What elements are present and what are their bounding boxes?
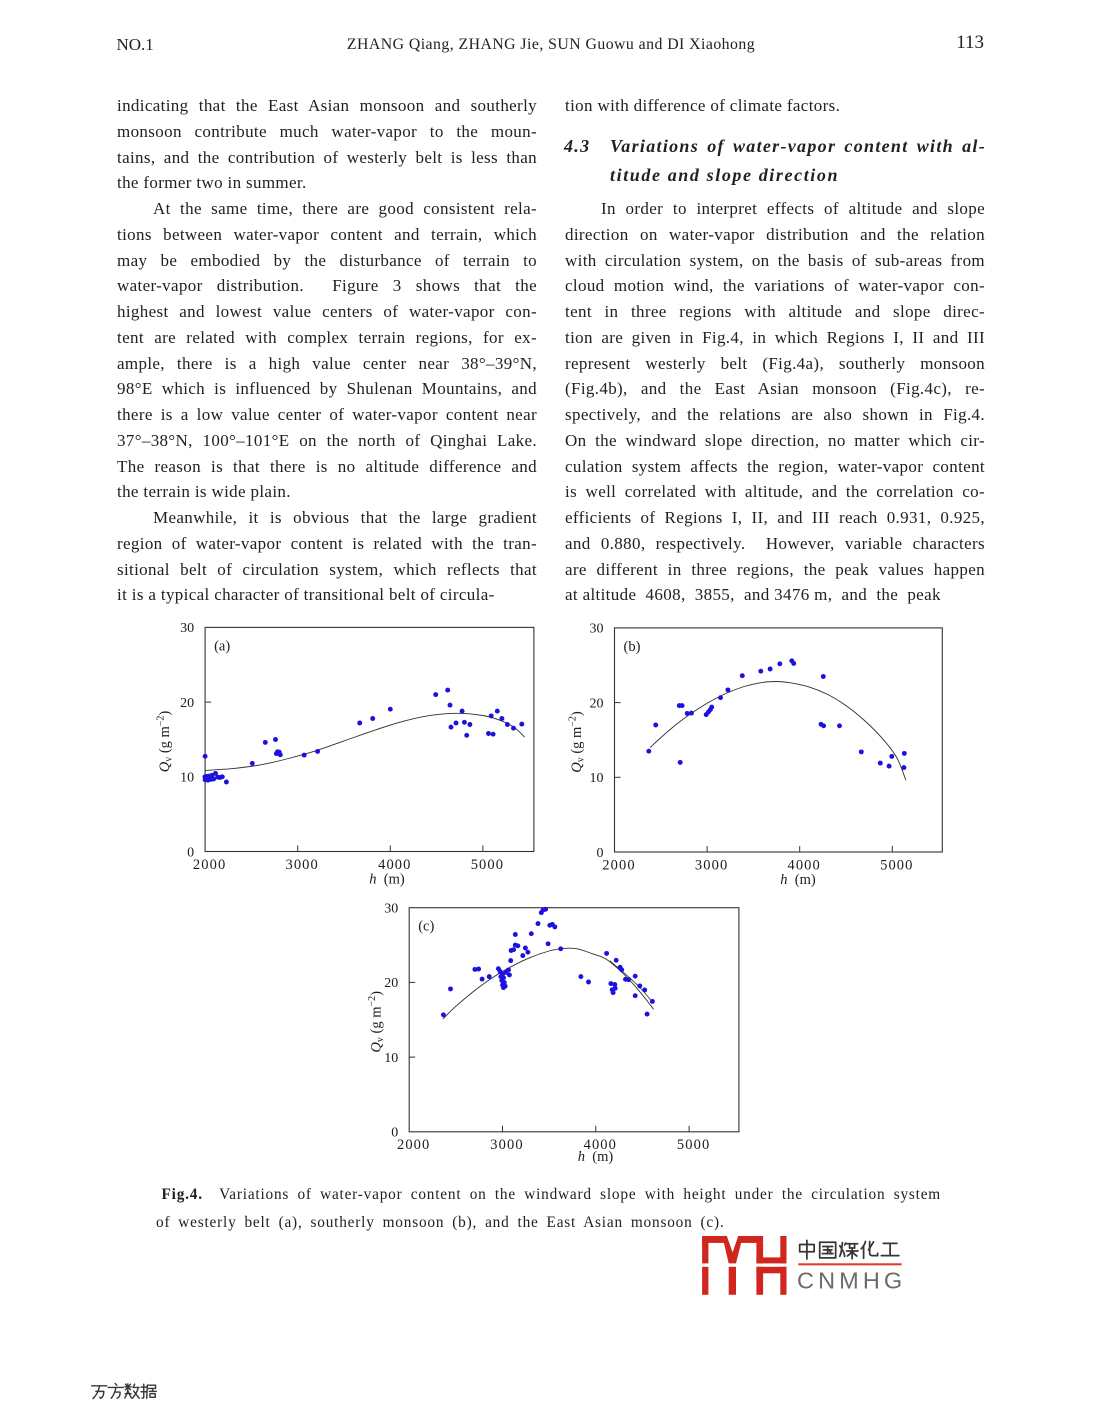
svg-text:20: 20 (180, 696, 194, 711)
svg-text:4000: 4000 (378, 857, 411, 873)
svg-text:h (m): h (m) (369, 872, 405, 888)
svg-text:20: 20 (384, 976, 398, 991)
svg-text:h (m): h (m) (780, 872, 816, 888)
svg-text:0: 0 (597, 846, 604, 861)
svg-text:2000: 2000 (602, 857, 635, 873)
svg-text:Qv (g m−2): Qv (g m−2) (156, 711, 175, 773)
svg-text:2000: 2000 (193, 857, 226, 873)
svg-text:10: 10 (384, 1051, 398, 1066)
svg-text:0: 0 (187, 845, 194, 860)
svg-text:Qv (g m−2): Qv (g m−2) (367, 991, 386, 1053)
svg-text:2000: 2000 (397, 1137, 430, 1153)
svg-text:5000: 5000 (677, 1137, 710, 1153)
svg-text:Qv (g m−2): Qv (g m−2) (567, 711, 586, 773)
svg-text:(a): (a) (214, 638, 230, 654)
svg-text:(b): (b) (624, 639, 641, 655)
svg-text:3000: 3000 (695, 857, 728, 873)
svg-text:h (m): h (m) (578, 1149, 614, 1165)
svg-text:30: 30 (590, 622, 604, 637)
svg-text:3000: 3000 (490, 1137, 523, 1153)
svg-text:30: 30 (384, 902, 398, 917)
svg-text:0: 0 (391, 1126, 398, 1141)
svg-text:4000: 4000 (787, 857, 820, 873)
svg-text:3000: 3000 (285, 857, 318, 873)
svg-text:(c): (c) (418, 919, 434, 935)
svg-text:5000: 5000 (880, 857, 913, 873)
svg-text:10: 10 (180, 771, 194, 786)
svg-text:20: 20 (590, 696, 604, 711)
svg-text:5000: 5000 (471, 857, 504, 873)
svg-text:CNMHG: CNMHG (797, 1267, 906, 1293)
svg-text:10: 10 (590, 771, 604, 786)
svg-text:4000: 4000 (584, 1137, 617, 1153)
svg-text:30: 30 (180, 621, 194, 636)
